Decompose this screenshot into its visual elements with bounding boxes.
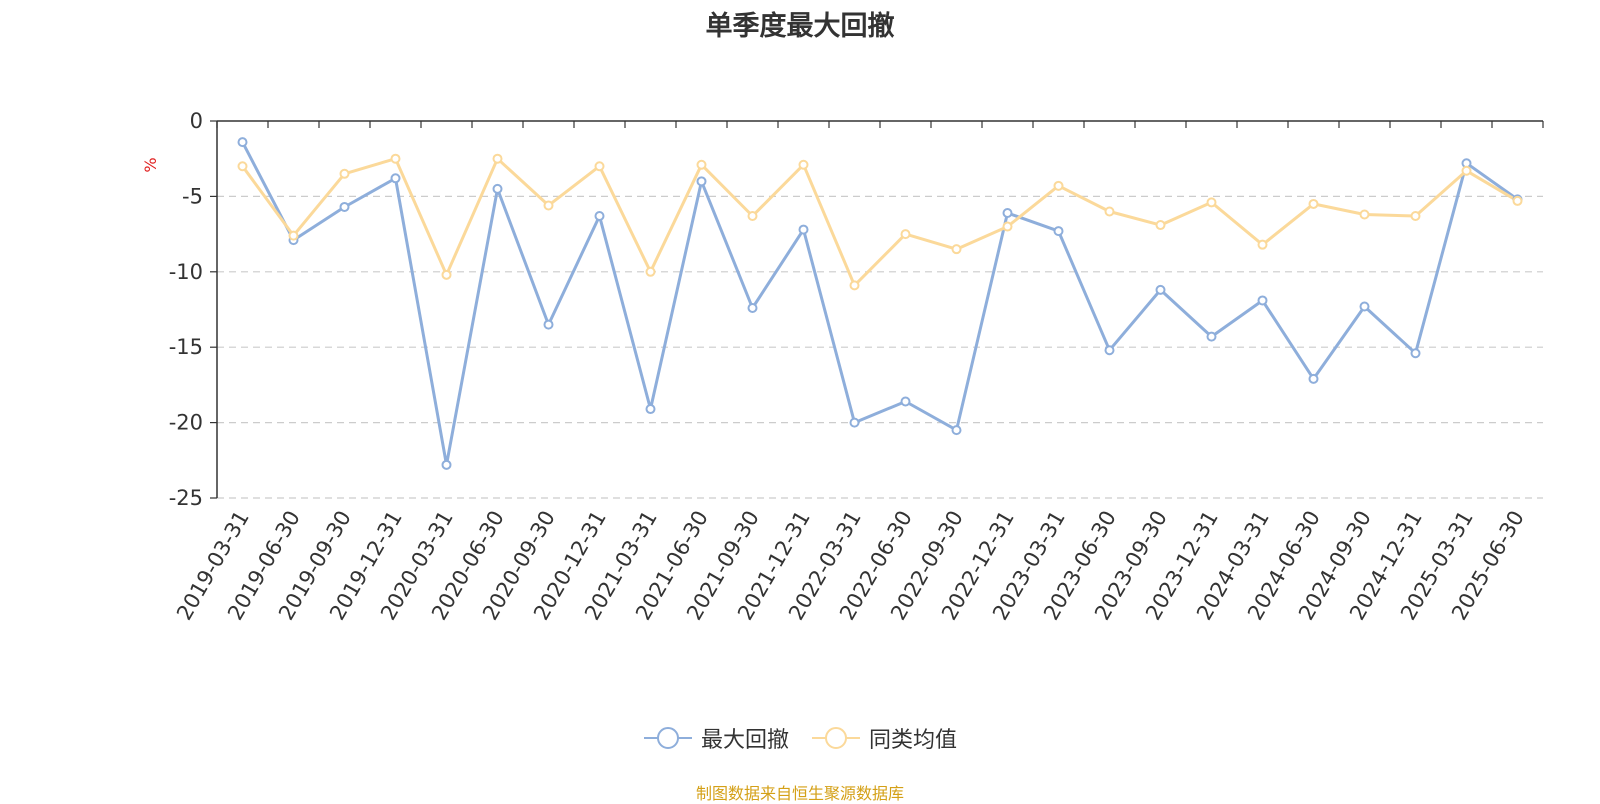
series-line-1: [241, 157, 1519, 287]
legend-item-max-drawdown[interactable]: 最大回撤: [643, 722, 789, 754]
data-point-series-0[interactable]: [594, 211, 605, 222]
legend-marker-max-drawdown-icon: [643, 727, 692, 749]
data-point-series-0[interactable]: [339, 201, 350, 212]
data-point-series-1[interactable]: [1308, 198, 1319, 209]
y-tick-label: 0: [190, 109, 203, 133]
data-point-series-1[interactable]: [1512, 195, 1523, 206]
legend-label-max-drawdown: 最大回撤: [700, 728, 789, 753]
data-point-series-1[interactable]: [798, 159, 809, 170]
legend-label-peer-average: 同类均值: [869, 728, 958, 753]
data-point-series-0[interactable]: [900, 396, 911, 407]
data-point-series-0[interactable]: [237, 137, 248, 148]
y-tick-label: -5: [182, 184, 203, 208]
data-point-series-1[interactable]: [390, 153, 401, 164]
data-point-series-1[interactable]: [900, 229, 911, 240]
data-point-series-0[interactable]: [951, 425, 962, 436]
data-point-series-1[interactable]: [594, 161, 605, 172]
data-point-series-1[interactable]: [237, 161, 248, 172]
legend-item-peer-average[interactable]: 同类均值: [811, 722, 957, 754]
data-point-series-1[interactable]: [492, 153, 503, 164]
data-point-series-0[interactable]: [849, 417, 860, 428]
data-point-series-1[interactable]: [339, 168, 350, 179]
data-point-series-0[interactable]: [1257, 295, 1268, 306]
chart-title: 单季度最大回撤: [705, 11, 895, 42]
y-axis-unit-label: %: [141, 157, 160, 172]
data-point-series-1[interactable]: [1410, 211, 1421, 222]
source-note: 制图数据来自恒生聚源数据库: [695, 784, 904, 803]
data-point-series-1[interactable]: [696, 159, 707, 170]
data-point-series-0[interactable]: [492, 183, 503, 194]
y-tick-label: -20: [169, 411, 203, 435]
data-point-series-0[interactable]: [441, 459, 452, 470]
data-point-series-0[interactable]: [1206, 331, 1217, 342]
series-lines: [237, 137, 1523, 470]
data-point-series-1[interactable]: [1104, 206, 1115, 217]
data-point-series-1[interactable]: [1155, 220, 1166, 231]
data-point-series-1[interactable]: [288, 230, 299, 241]
axes: 0-5-10-15-20-252019-03-312019-06-302019-…: [169, 109, 1544, 624]
data-point-series-0[interactable]: [1053, 226, 1064, 237]
y-tick-label: -10: [169, 260, 203, 284]
y-tick-label: -25: [169, 486, 203, 510]
data-point-series-0[interactable]: [543, 319, 554, 330]
data-point-series-1[interactable]: [1461, 165, 1472, 176]
data-point-series-0[interactable]: [1002, 207, 1013, 218]
series-line-0: [241, 141, 1519, 467]
data-point-series-1[interactable]: [951, 244, 962, 255]
data-point-series-0[interactable]: [390, 173, 401, 184]
data-point-series-0[interactable]: [645, 404, 656, 415]
data-point-series-1[interactable]: [1002, 221, 1013, 232]
data-point-series-1[interactable]: [441, 269, 452, 280]
y-tick-label: -15: [169, 335, 203, 359]
data-point-series-0[interactable]: [696, 176, 707, 187]
data-point-series-1[interactable]: [1257, 239, 1268, 250]
data-point-series-1[interactable]: [543, 200, 554, 211]
data-point-series-0[interactable]: [1359, 301, 1370, 312]
legend: 最大回撤 同类均值: [0, 722, 1600, 754]
data-point-series-1[interactable]: [849, 280, 860, 291]
legend-marker-peer-average-icon: [812, 727, 860, 749]
data-point-series-1[interactable]: [1359, 209, 1370, 220]
data-point-series-0[interactable]: [747, 302, 758, 313]
grid-lines: [217, 195, 1543, 499]
data-point-series-0[interactable]: [1104, 345, 1115, 356]
data-point-series-0[interactable]: [1155, 284, 1166, 295]
data-point-series-0[interactable]: [1410, 348, 1421, 359]
data-point-series-1[interactable]: [1053, 180, 1064, 191]
data-point-series-1[interactable]: [1206, 197, 1217, 208]
data-point-series-0[interactable]: [1308, 373, 1319, 384]
data-point-series-1[interactable]: [645, 266, 656, 277]
data-point-series-1[interactable]: [747, 211, 758, 222]
data-point-series-0[interactable]: [798, 224, 809, 235]
